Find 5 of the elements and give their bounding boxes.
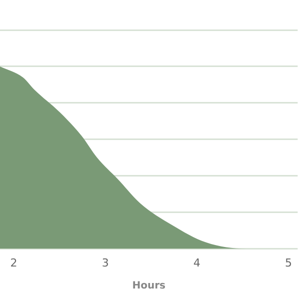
x-tick-label: 2 — [10, 256, 18, 270]
x-tick-label: 3 — [102, 256, 109, 270]
x-tick-label: 5 — [285, 256, 292, 270]
x-tick-label: 4 — [193, 256, 200, 270]
x-axis-title: Hours — [132, 280, 166, 292]
